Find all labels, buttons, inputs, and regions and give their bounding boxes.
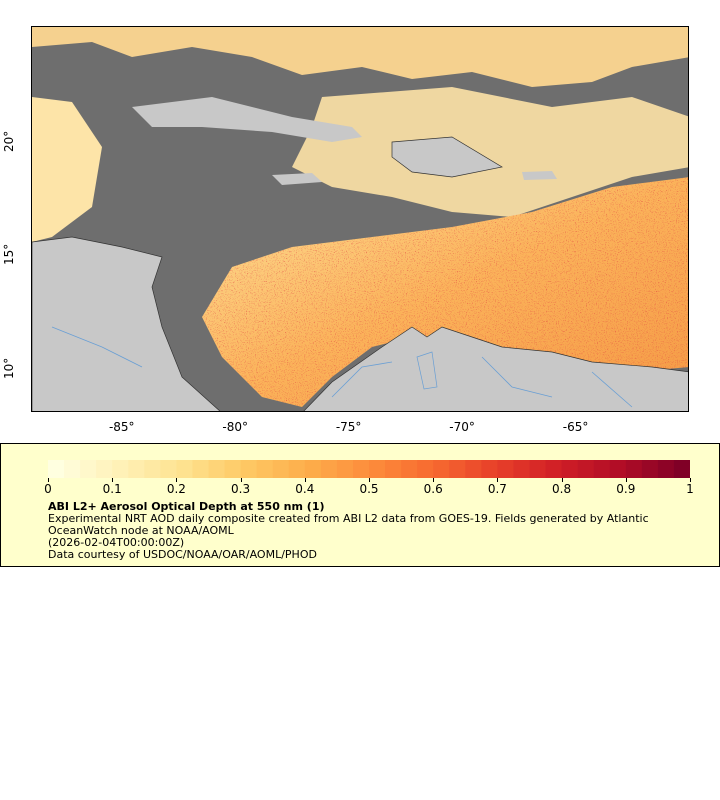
colorbar-tick bbox=[369, 478, 370, 482]
colorbar-tick bbox=[625, 478, 627, 482]
land-hispaniola bbox=[391, 136, 503, 178]
colorbar-tick-label: 1 bbox=[686, 482, 694, 496]
colorbar-segment bbox=[272, 460, 290, 478]
colorbar-segment bbox=[240, 460, 258, 478]
colorbar-segment bbox=[593, 460, 611, 478]
x-tick-label: -75° bbox=[335, 420, 362, 434]
colorbar-segment bbox=[577, 460, 595, 478]
colorbar-tick bbox=[304, 478, 306, 482]
colorbar-segment bbox=[641, 460, 659, 478]
legend-text: ABI L2+ Aerosol Optical Depth at 550 nm … bbox=[48, 501, 688, 561]
colorbar-segment bbox=[304, 460, 322, 478]
colorbar-segment bbox=[128, 460, 145, 478]
colorbar-tick-label: 0.4 bbox=[295, 482, 315, 496]
colorbar-tick-label: 0.5 bbox=[359, 482, 379, 496]
colorbar-tick bbox=[112, 478, 114, 482]
legend-description: Experimental NRT AOD daily composite cre… bbox=[48, 512, 649, 537]
colorbar-segment bbox=[208, 460, 226, 478]
colorbar-segment bbox=[96, 460, 113, 478]
x-tick-label: -80° bbox=[222, 420, 249, 434]
legend-time: (2026-02-04T00:00:00Z) bbox=[48, 536, 185, 549]
colorbar-segment bbox=[449, 460, 466, 478]
rivers bbox=[51, 326, 633, 408]
colorbar-segment bbox=[673, 460, 690, 478]
colorbar-segment bbox=[561, 460, 579, 478]
colorbar-segment bbox=[192, 460, 209, 478]
colorbar-tick bbox=[176, 478, 178, 482]
land-cuba bbox=[132, 97, 362, 142]
colorbar-segment bbox=[401, 460, 418, 478]
colorbar-tick-label: 0.9 bbox=[616, 482, 636, 496]
y-tick-label: 20° bbox=[2, 130, 16, 152]
colorbar-segment bbox=[385, 460, 402, 478]
colorbar-segment bbox=[256, 460, 274, 478]
map-plot-area bbox=[31, 26, 689, 412]
colorbar-tick-label: 0.6 bbox=[423, 482, 443, 496]
colorbar-tick bbox=[690, 478, 691, 482]
colorbar-tick-label: 0.3 bbox=[231, 482, 251, 496]
colorbar-segment bbox=[497, 460, 514, 478]
legend-title: ABI L2+ Aerosol Optical Depth at 550 nm … bbox=[48, 500, 325, 513]
colorbar-segment bbox=[513, 460, 530, 478]
x-tick-label: -65° bbox=[562, 420, 589, 434]
colorbar-segment bbox=[369, 460, 386, 478]
colorbar-segment bbox=[48, 460, 65, 478]
colorbar-segment bbox=[112, 460, 129, 478]
colorbar-tick bbox=[48, 478, 49, 482]
colorbar-segment bbox=[529, 460, 547, 478]
colorbar-tick-label: 0 bbox=[44, 482, 52, 496]
colorbar-segment bbox=[80, 460, 97, 478]
aod-map bbox=[32, 27, 688, 411]
lake-maracaibo bbox=[416, 351, 438, 390]
colorbar-segment bbox=[545, 460, 563, 478]
colorbar-tick-label: 0.8 bbox=[552, 482, 572, 496]
colorbar-tick bbox=[497, 478, 499, 482]
y-tick-label: 15° bbox=[2, 243, 16, 266]
aod-northwest-patch bbox=[32, 97, 102, 242]
colorbar-segment bbox=[433, 460, 450, 478]
colorbar-tick bbox=[561, 478, 563, 482]
colorbar-segment bbox=[481, 460, 498, 478]
colorbar-tick-label: 0.2 bbox=[166, 482, 186, 496]
land-jamaica bbox=[272, 173, 322, 185]
colorbar-segment bbox=[320, 460, 338, 478]
colorbar-segment bbox=[417, 460, 434, 478]
land-puerto-rico bbox=[522, 171, 557, 180]
colorbar-segment bbox=[352, 460, 370, 478]
colorbar-segment bbox=[336, 460, 354, 478]
colorbar-segment bbox=[288, 460, 306, 478]
x-tick-label: -85° bbox=[108, 420, 135, 434]
x-tick-label: -70° bbox=[449, 420, 475, 434]
colorbar-segment bbox=[625, 460, 643, 478]
colorbar-segment bbox=[657, 460, 675, 478]
colorbar-segment bbox=[64, 460, 81, 478]
colorbar-segment bbox=[465, 460, 482, 478]
aod-north-patch-2 bbox=[292, 87, 688, 217]
land-south-america bbox=[303, 326, 688, 411]
colorbar-tick-label: 0.7 bbox=[487, 482, 507, 496]
colorbar-segment bbox=[144, 460, 161, 478]
colorbar-tick bbox=[433, 478, 435, 482]
colorbar-segment bbox=[609, 460, 627, 478]
land-central-america bbox=[32, 236, 221, 411]
y-tick-label: 10° bbox=[2, 357, 16, 379]
colorbar bbox=[48, 460, 690, 478]
colorbar-segment bbox=[176, 460, 193, 478]
legend-panel: 0 0.1 0.2 0.3 0.4 0.5 0.6 0.7 0.8 0.9 1 ABI L2+ Ae… bbox=[0, 443, 720, 567]
colorbar-segment bbox=[160, 460, 177, 478]
colorbar-tick bbox=[240, 478, 242, 482]
legend-credit: Data courtesy of USDOC/NOAA/OAR/AOML/PHO… bbox=[48, 548, 317, 561]
colorbar-segment bbox=[224, 460, 242, 478]
colorbar-tick-label: 0.1 bbox=[102, 482, 122, 496]
aod-north-patch bbox=[32, 27, 688, 87]
aod-south-noise bbox=[202, 177, 688, 407]
